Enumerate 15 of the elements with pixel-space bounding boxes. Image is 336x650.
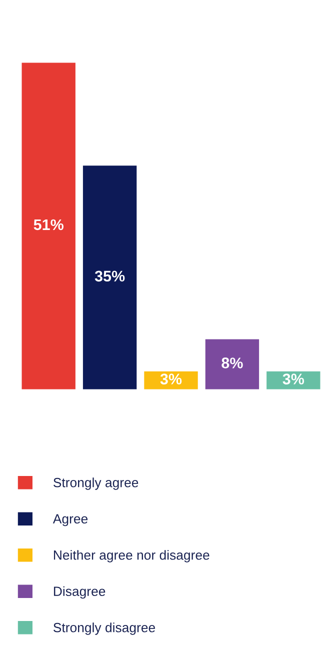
bar bbox=[20, 62, 77, 390]
bar bbox=[204, 338, 260, 390]
legend-label: Strongly agree bbox=[54, 478, 138, 490]
data-label: 8% bbox=[222, 358, 243, 368]
data-label: 35% bbox=[94, 270, 125, 282]
legend-label: Strongly disagree bbox=[54, 622, 155, 635]
legend-label: Agree bbox=[52, 514, 88, 526]
bar bbox=[265, 370, 322, 390]
bar bbox=[82, 164, 138, 390]
bar bbox=[142, 370, 200, 390]
data-label: 51% bbox=[34, 219, 64, 230]
data-label: 3% bbox=[160, 374, 182, 384]
legend-label: Neither agree nor disagree bbox=[54, 550, 210, 562]
data-label: 3% bbox=[282, 374, 304, 384]
legend-label: Disagree bbox=[54, 586, 106, 599]
